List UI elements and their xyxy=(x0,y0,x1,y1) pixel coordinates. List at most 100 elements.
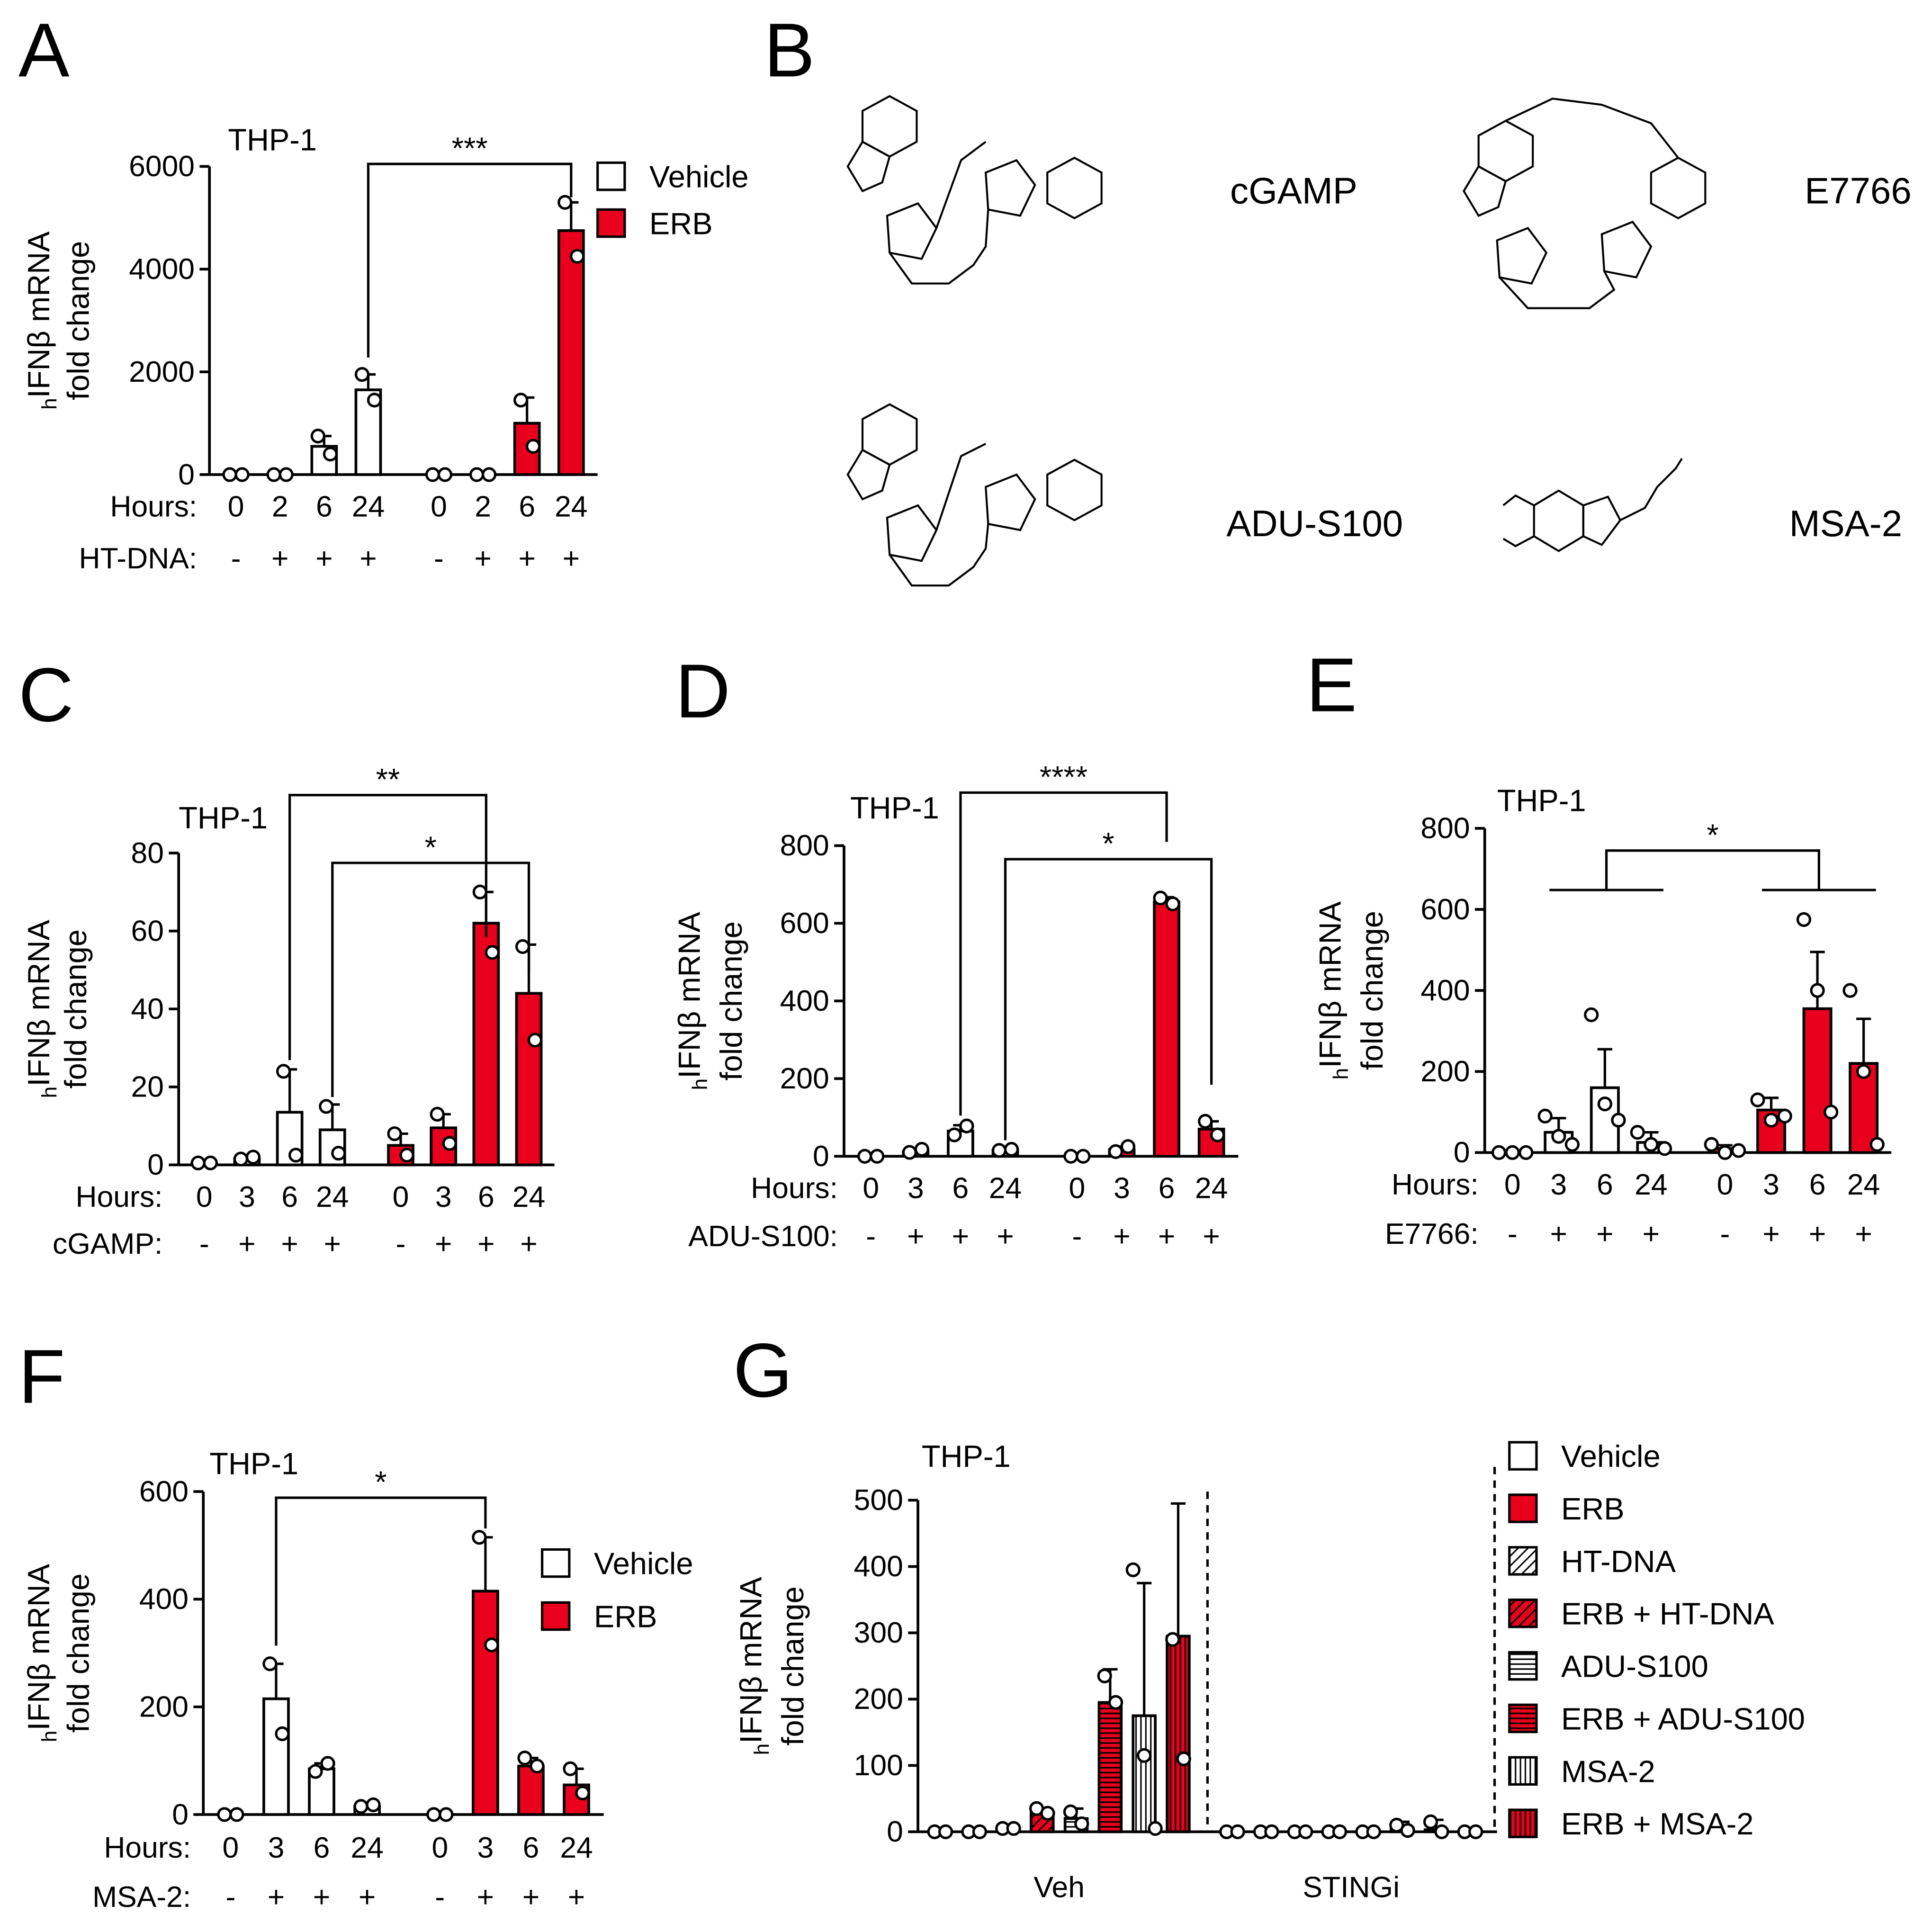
x-tick-label: 2 xyxy=(272,490,288,523)
y-tick-label: 800 xyxy=(780,829,829,862)
treatment-label: - xyxy=(1508,1217,1518,1250)
y-label-sub: h xyxy=(38,1087,62,1098)
significance-label: * xyxy=(1707,818,1718,852)
treatment-label: - xyxy=(435,1880,445,1914)
legend-label: ERB xyxy=(1561,1492,1625,1526)
treatment-label: + xyxy=(522,1880,539,1914)
bar xyxy=(1802,1007,1833,1154)
x-tick-label: 24 xyxy=(555,490,587,523)
treatment-label: + xyxy=(359,1880,376,1914)
data-point xyxy=(485,945,500,960)
legend-label: ERB + HT-DNA xyxy=(1561,1597,1774,1631)
data-point xyxy=(217,1807,232,1822)
data-point xyxy=(472,1530,487,1545)
data-point xyxy=(437,467,453,482)
treatment-label: + xyxy=(520,1227,537,1260)
data-point xyxy=(366,1797,381,1813)
data-point xyxy=(870,1149,885,1164)
x-row-label: Hours: xyxy=(76,1180,163,1213)
y-tick-label: 400 xyxy=(1420,974,1470,1007)
y-label-main: IFNβ mRNA xyxy=(734,1577,768,1743)
significance-bracket xyxy=(1605,849,1820,890)
treatment-label: + xyxy=(238,1227,255,1260)
legend-swatch xyxy=(1508,1441,1538,1471)
legend-label: ERB + MSA-2 xyxy=(1561,1806,1753,1841)
significance-label: * xyxy=(425,830,437,864)
y-tick-label: 200 xyxy=(854,1682,903,1716)
x-tick-label: 24 xyxy=(989,1172,1022,1205)
x-tick-label: 0 xyxy=(1504,1168,1521,1201)
data-point xyxy=(399,1148,414,1163)
y-label-sub: h xyxy=(1330,1068,1353,1080)
x-tick-label: 0 xyxy=(431,1831,448,1864)
treatment-label: + xyxy=(1809,1217,1826,1250)
data-point xyxy=(1630,1125,1645,1140)
data-point xyxy=(1810,983,1825,998)
legend-label: MSA-2 xyxy=(1561,1754,1655,1788)
y-tick-label: 600 xyxy=(780,907,829,940)
treatment-label: + xyxy=(997,1220,1014,1253)
data-point xyxy=(1108,1695,1123,1710)
x-tick-label: 0 xyxy=(1069,1172,1085,1205)
data-point xyxy=(481,467,497,482)
x-tick-label: 0 xyxy=(393,1180,409,1213)
x-tick-label: 24 xyxy=(352,490,385,523)
x-tick-label: Veh xyxy=(1033,1870,1085,1904)
data-point xyxy=(1210,1127,1225,1142)
data-point xyxy=(527,1033,543,1048)
data-point xyxy=(1564,1137,1580,1152)
y-axis-label: hIFNβ mRNA xyxy=(21,1564,62,1742)
significance-bracket xyxy=(275,1496,487,1646)
y-tick-label: 2000 xyxy=(129,355,195,388)
treatment-label: - xyxy=(396,1227,406,1260)
bar xyxy=(515,992,543,1167)
data-point xyxy=(570,249,585,264)
treatment-label: + xyxy=(1762,1217,1779,1250)
treatment-label: + xyxy=(1113,1220,1130,1253)
treatment-label: + xyxy=(359,542,377,575)
data-point xyxy=(262,1656,278,1671)
data-point xyxy=(1842,983,1858,998)
significance-bracket xyxy=(1004,858,1213,1141)
x-tick-label: 24 xyxy=(316,1180,349,1213)
data-point xyxy=(857,1149,872,1164)
y-tick-label: 80 xyxy=(131,836,164,870)
data-point xyxy=(1198,1114,1213,1129)
data-point xyxy=(1108,1144,1123,1159)
data-point xyxy=(530,1759,545,1774)
panel-label: A xyxy=(18,8,70,93)
data-point xyxy=(319,1099,334,1114)
legend-swatch xyxy=(1508,1703,1538,1734)
y-label-sub: h xyxy=(689,1078,712,1090)
significance-label: * xyxy=(375,1465,386,1500)
data-point xyxy=(387,1126,402,1141)
y-tick-label: 600 xyxy=(1420,893,1470,926)
treatment-label: + xyxy=(1855,1217,1872,1250)
treatment-label: - xyxy=(199,1227,209,1260)
data-point xyxy=(1856,1064,1871,1079)
treatment-label: + xyxy=(324,1227,341,1260)
x-tick-label: 3 xyxy=(239,1180,255,1213)
treatment-label: - xyxy=(231,542,241,575)
data-point xyxy=(1264,1824,1279,1840)
data-point xyxy=(1750,1092,1765,1107)
data-point xyxy=(1519,1145,1534,1160)
legend-swatch xyxy=(596,161,626,191)
treatment-label: + xyxy=(1643,1217,1660,1250)
significance-label: * xyxy=(1102,827,1114,861)
y-tick-label: 300 xyxy=(854,1616,903,1649)
data-point xyxy=(1074,1816,1089,1832)
data-point xyxy=(469,467,485,482)
significance-bracket xyxy=(959,791,1168,1116)
x-tick-label: 3 xyxy=(908,1172,924,1205)
x-tick-label: 24 xyxy=(350,1831,383,1864)
y-tick-label: 200 xyxy=(780,1062,829,1095)
data-point xyxy=(1120,1139,1136,1154)
x-row-label: Hours: xyxy=(751,1172,838,1205)
data-point xyxy=(1468,1824,1483,1840)
data-point xyxy=(308,1764,323,1779)
data-point xyxy=(245,1150,261,1165)
compound-name: cGAMP xyxy=(1230,170,1357,211)
significance-label: ** xyxy=(376,762,400,797)
